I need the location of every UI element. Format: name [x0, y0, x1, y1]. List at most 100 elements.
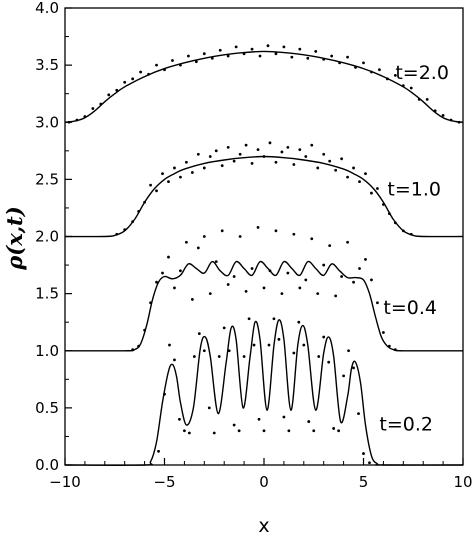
data-point [242, 355, 246, 358]
data-point [290, 55, 294, 59]
data-point [207, 406, 211, 410]
data-point [256, 148, 260, 152]
data-point [310, 237, 314, 241]
data-point [155, 280, 158, 284]
data-point [376, 187, 379, 190]
data-point [425, 98, 429, 101]
data-point [312, 429, 316, 433]
data-point [286, 271, 290, 275]
labels-group: t=0.2 t=0.4 t=1.0 t=2.0 [379, 62, 449, 436]
data-point [322, 152, 326, 156]
data-point [334, 294, 338, 298]
curve-1 [64, 317, 464, 466]
data-point [220, 229, 224, 233]
data-point [250, 47, 254, 51]
data-point [187, 431, 191, 435]
data-point [183, 429, 186, 433]
y-tick-label: 1.0 [35, 342, 59, 360]
data-point [364, 257, 367, 261]
data-point [149, 183, 152, 187]
data-point [218, 48, 222, 52]
data-point [252, 343, 256, 347]
data-point [330, 54, 334, 58]
data-point [280, 150, 284, 154]
axis-ticks: 0.0 0.5 1.0 1.5 2.0 2.5 3.0 3.5 4.0 −10 −5 0 5 10 [35, 0, 472, 491]
data-point [167, 255, 170, 259]
data-point [238, 152, 242, 156]
data-point [256, 225, 260, 229]
data-point [274, 160, 278, 164]
data-point [298, 148, 302, 152]
data-point [214, 149, 218, 153]
data-point [368, 461, 371, 465]
data-point [362, 61, 365, 65]
data-point [306, 56, 310, 60]
data-point [250, 161, 254, 165]
data-point [222, 326, 226, 330]
data-point [346, 55, 349, 59]
theory-line [64, 50, 464, 123]
data-point [161, 271, 164, 275]
data-point [167, 180, 170, 184]
data-point [382, 331, 385, 334]
data-point [173, 358, 176, 362]
data-point [173, 166, 176, 170]
y-tick-label: 4.0 [35, 0, 59, 17]
theory-line [64, 319, 464, 466]
y-tick-label: 2.5 [35, 170, 59, 188]
x-tick-label: −10 [49, 473, 81, 491]
data-point [316, 292, 320, 296]
curve-3 [64, 141, 464, 238]
data-point [196, 152, 200, 156]
data-point [232, 159, 236, 163]
data-point [298, 286, 302, 290]
data-point [282, 45, 286, 49]
curves-group [64, 44, 464, 466]
data-point [262, 429, 266, 433]
data-point [272, 317, 276, 321]
data-point [268, 141, 272, 145]
y-tick-label: 3.0 [35, 113, 59, 131]
data-point [322, 263, 326, 267]
data-point [250, 267, 254, 270]
data-point [168, 343, 171, 347]
data-point [212, 431, 216, 435]
data-point [123, 80, 127, 84]
data-point [274, 52, 278, 56]
data-point [232, 423, 236, 427]
y-tick-label: 2.0 [35, 228, 59, 246]
data-point [226, 283, 230, 286]
data-point [334, 168, 338, 172]
data-point [347, 349, 350, 353]
data-point [202, 52, 206, 56]
data-point [298, 47, 302, 51]
y-tick-label: 0.5 [35, 399, 59, 417]
data-point [179, 175, 182, 179]
data-point [409, 86, 413, 90]
curve-label: t=2.0 [395, 62, 449, 84]
data-point [352, 166, 355, 170]
data-point [393, 74, 397, 77]
data-point [171, 59, 174, 62]
data-point [342, 374, 345, 378]
data-point [190, 297, 194, 301]
data-point [441, 113, 445, 117]
data-point [370, 278, 373, 282]
data-point [340, 275, 344, 278]
data-point [257, 417, 261, 421]
data-point [362, 452, 365, 455]
data-point [194, 60, 198, 64]
curve-4 [64, 44, 464, 124]
theory-line [64, 155, 464, 238]
data-point [304, 278, 308, 282]
x-tick-label: 5 [359, 473, 369, 491]
data-point [244, 143, 248, 147]
data-point [322, 335, 326, 339]
data-point [302, 343, 306, 347]
data-point [297, 320, 301, 324]
data-point [234, 45, 238, 49]
data-point [238, 235, 242, 238]
data-point [161, 172, 164, 176]
data-point [184, 160, 188, 164]
curve-label: t=0.2 [379, 414, 433, 436]
